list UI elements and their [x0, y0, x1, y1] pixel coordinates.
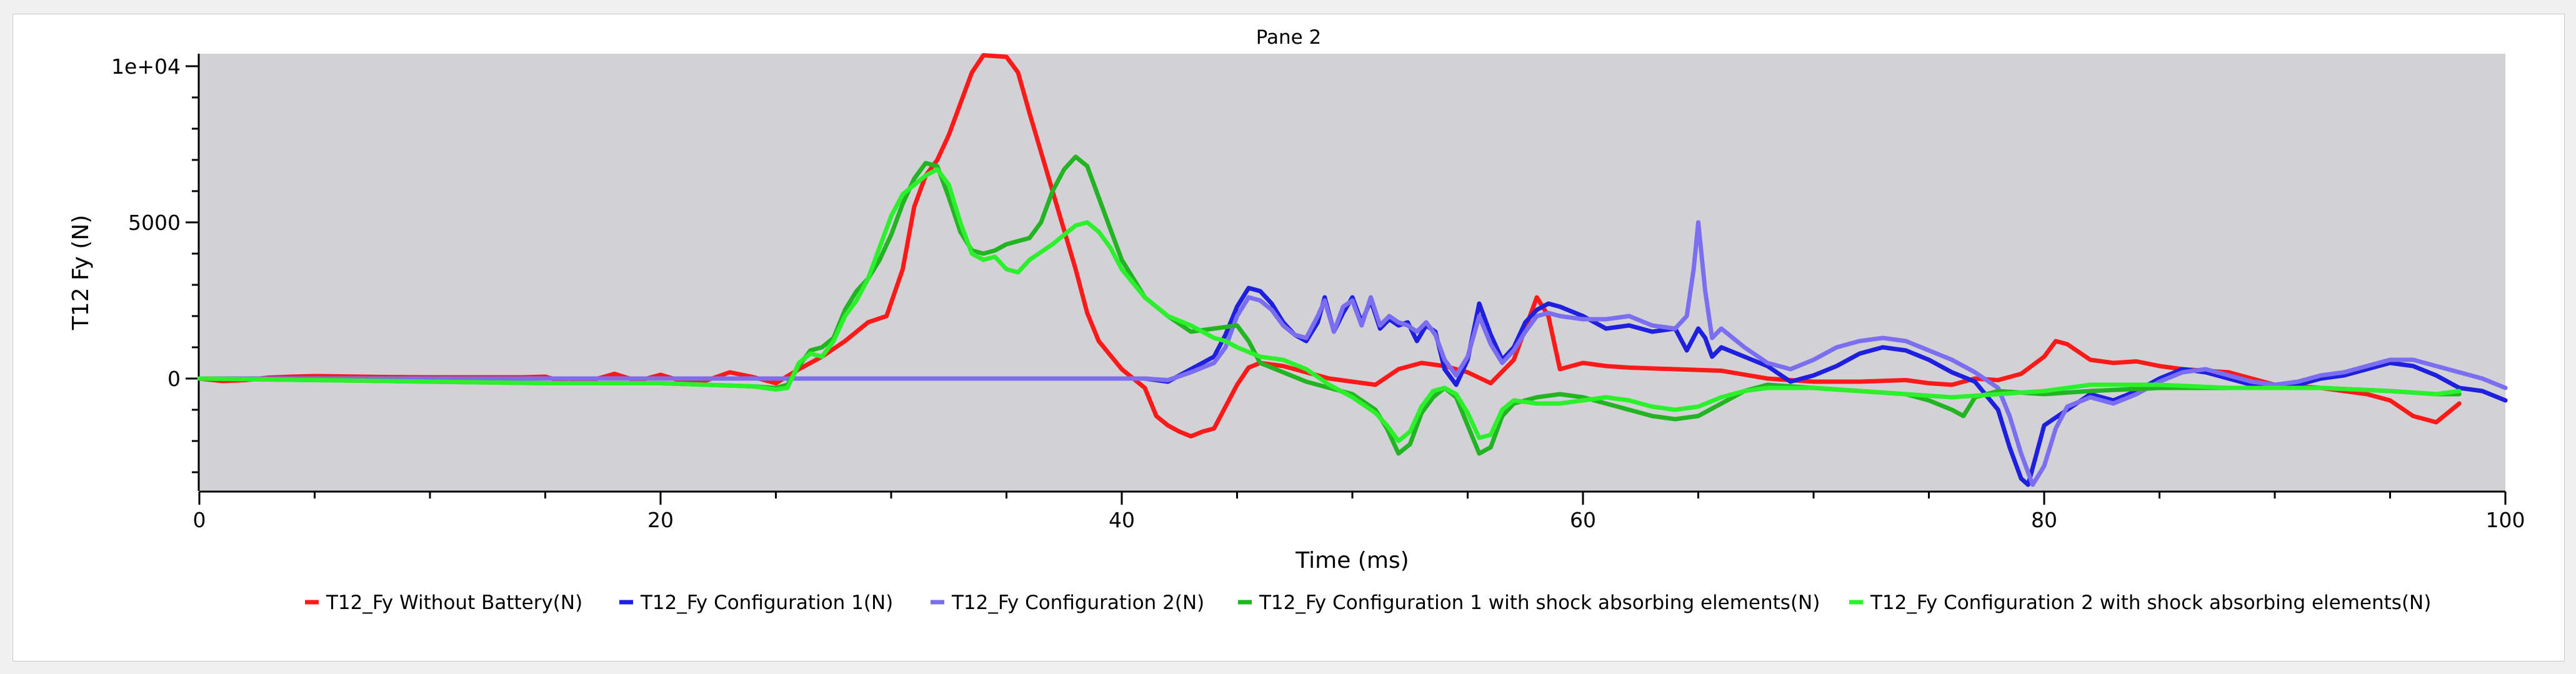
x-axis: 0 20 40 60 80 100: [193, 490, 2525, 532]
series-line-5: [197, 167, 2462, 444]
legend-label-4: T12_Fy Configuration 1 with shock absorb…: [1259, 592, 1820, 614]
legend-label-2: T12_Fy Configuration 1(N): [640, 592, 893, 614]
x-tick-label: 0: [193, 508, 206, 532]
legend-label-5: T12_Fy Configuration 2 with shock absorb…: [1870, 592, 2431, 614]
chart-title: Pane 2: [1256, 26, 1322, 49]
plot-area: [199, 54, 2505, 491]
y-tick-label: 0: [167, 367, 181, 391]
y-tick-label: 1e+04: [111, 54, 181, 79]
x-tick-label: 40: [1109, 508, 1135, 532]
chart-panel: Pane 2 0 20 40 60 80 100 0 5000 1e+04 Time (ms)…: [12, 14, 2565, 662]
y-axis-title: T12 Fy (N): [68, 215, 94, 330]
legend-label-1: T12_Fy Without Battery(N): [326, 592, 582, 614]
y-axis: 0 5000 1e+04: [111, 54, 200, 491]
x-tick-label: 60: [1570, 508, 1596, 532]
series-line-3: [197, 220, 2508, 487]
x-tick-label: 20: [647, 508, 674, 532]
x-axis-title: Time (ms): [1295, 548, 1409, 573]
x-tick-label: 80: [2031, 508, 2057, 532]
chart-svg: Pane 2 0 20 40 60 80 100 0 5000 1e+04 Time (ms)…: [68, 26, 2525, 614]
x-tick-label: 100: [2486, 508, 2525, 532]
legend-label-3: T12_Fy Configuration 2(N): [951, 592, 1204, 614]
legend: T12_Fy Without Battery(N) T12_Fy Configur…: [305, 592, 2431, 614]
series-group: [197, 53, 2508, 487]
y-tick-label: 5000: [128, 211, 181, 235]
